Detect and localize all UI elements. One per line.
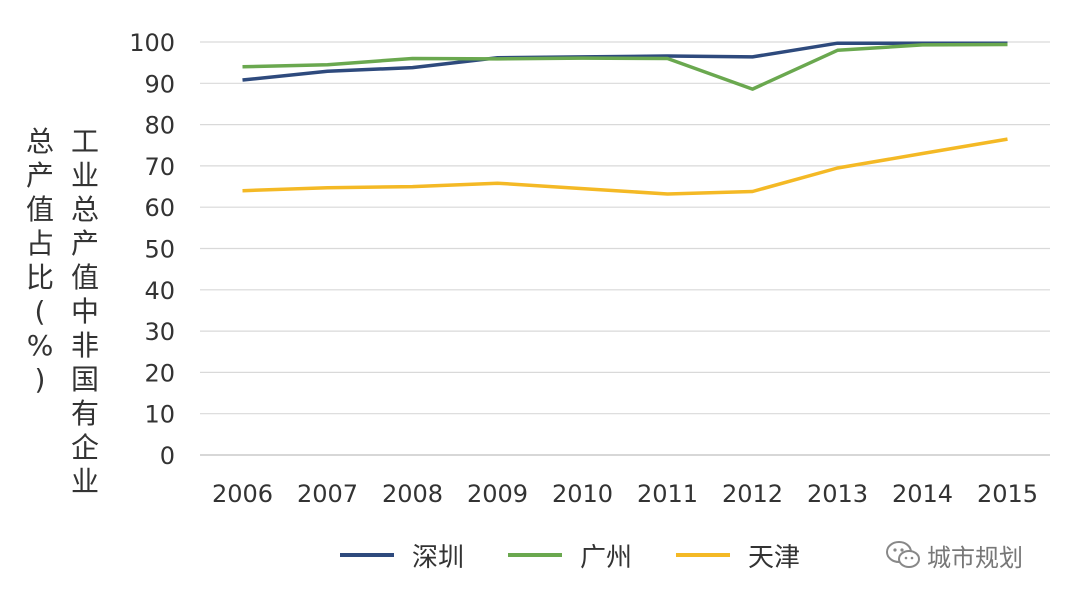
y-axis-label-char: 产	[25, 159, 54, 192]
y-tick-label: 10	[144, 401, 175, 429]
y-tick-label: 30	[144, 318, 175, 346]
y-axis-label-char: 比	[25, 261, 54, 294]
legend-swatch	[508, 553, 563, 557]
y-axis-label-char: 总	[25, 125, 54, 158]
legend-item: 深圳	[340, 537, 464, 574]
x-tick-label: 2006	[212, 480, 273, 508]
y-tick-label: 80	[144, 112, 175, 140]
wechat-icon	[886, 541, 920, 568]
gridlines	[200, 41, 1050, 456]
legend-label: 深圳	[412, 542, 465, 573]
series-line-深圳	[242, 41, 1008, 82]
legend-item: 广州	[508, 537, 632, 574]
y-axis-label-char: 企	[70, 431, 99, 464]
x-tick-label: 2011	[637, 480, 698, 508]
y-tick-label: 20	[144, 359, 175, 387]
series-lines	[242, 41, 1008, 196]
y-axis-label-char: 值	[70, 261, 99, 294]
y-axis-label-char: 占	[25, 227, 54, 260]
y-axis-label-line2: 总产值占比(%)	[20, 125, 60, 397]
y-axis-label-char: %	[26, 329, 54, 362]
x-tick-label: 2010	[552, 480, 613, 508]
watermark-text: 城市规划	[927, 543, 1023, 572]
x-tick-label: 2009	[467, 480, 528, 508]
x-tick-label: 2014	[892, 480, 953, 508]
legend-item: 天津	[676, 537, 800, 574]
y-axis-label-char: 产	[70, 227, 99, 260]
y-tick-label: 40	[144, 277, 175, 305]
series-line-广州	[242, 42, 1008, 91]
x-tick-label: 2012	[722, 480, 783, 508]
y-axis-label-char: 总	[70, 193, 99, 226]
x-tick-label: 2007	[297, 480, 358, 508]
y-axis-label-char: 中	[70, 295, 99, 328]
y-tick-label: 70	[144, 153, 175, 181]
x-tick-label: 2013	[807, 480, 868, 508]
y-tick-label: 100	[129, 29, 175, 57]
legend-swatch	[340, 553, 394, 557]
legend-label: 天津	[748, 542, 801, 573]
y-axis-label-char: 业	[70, 465, 99, 498]
legend-label: 广州	[580, 542, 633, 573]
legend-swatch	[676, 553, 731, 557]
y-tick-label: 0	[160, 442, 175, 470]
y-tick-label: 60	[144, 194, 175, 222]
y-tick-label: 50	[144, 236, 175, 264]
x-tick-label: 2008	[382, 480, 443, 508]
x-tick-label: 2015	[977, 480, 1038, 508]
y-axis-label-char: (	[34, 295, 46, 328]
y-axis-label-char: )	[34, 363, 46, 396]
series-line-天津	[242, 137, 1008, 196]
watermark: 城市规划	[885, 535, 1023, 575]
y-axis-label-char: 工	[70, 125, 99, 158]
y-tick-label: 90	[144, 70, 175, 98]
y-axis-label-char: 国	[70, 363, 99, 396]
y-axis-label-char: 非	[70, 329, 99, 362]
legend: 深圳 广州 天津	[340, 535, 844, 575]
y-axis-label-char: 有	[70, 397, 99, 430]
y-axis-label-line1: 工业总产值中非国有企业	[65, 125, 105, 499]
axis-labels: 0 10 20 30 40 50 60 70 80 90 100 2006 2007 2008 2009 20…	[129, 29, 1038, 508]
y-axis-label-char: 值	[25, 193, 54, 226]
y-axis-label-char: 业	[70, 159, 99, 192]
